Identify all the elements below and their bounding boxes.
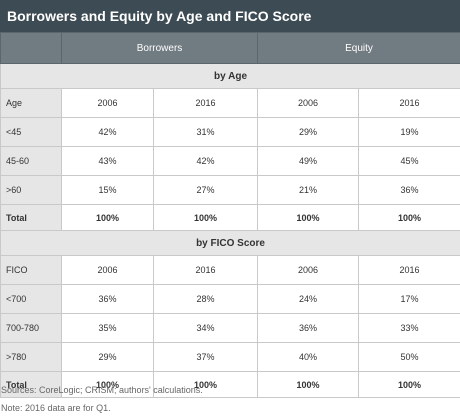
row-label: <45 — [0, 117, 62, 147]
total-cell: 100% — [358, 204, 460, 231]
total-cell: 100% — [152, 204, 259, 231]
table-cell: 36% — [61, 284, 154, 314]
row-label: >60 — [0, 175, 62, 205]
table-cell: 17% — [358, 284, 460, 314]
year-cell: 2016 — [152, 255, 259, 285]
table-cell: 29% — [61, 342, 154, 372]
total-cell: 100% — [257, 371, 360, 398]
section-title-fico: by FICO Score — [0, 230, 460, 256]
total-cell: 100% — [61, 371, 154, 398]
total-cell: 100% — [358, 371, 460, 398]
table-cell: 15% — [61, 175, 154, 205]
total-cell: 100% — [61, 204, 154, 231]
sources-note: Sources: CoreLogic; CRISM; authors' calc… — [1, 385, 203, 395]
year-cell: 2016 — [152, 88, 259, 118]
table-title: Borrowers and Equity by Age and FICO Sco… — [0, 0, 460, 32]
table-row: 700-780 35% 34% 36% 33% — [0, 313, 460, 343]
year-row-fico: FICO 2006 2016 2006 2016 — [0, 255, 460, 285]
table-row: >60 15% 27% 21% 36% — [0, 175, 460, 205]
blank-header-cell — [0, 32, 62, 64]
row-label: >780 — [0, 342, 62, 372]
table-cell: 35% — [61, 313, 154, 343]
total-cell: 100% — [257, 204, 360, 231]
table-cell: 29% — [257, 117, 360, 147]
section-header-age: by Age — [0, 63, 460, 89]
data-note: Note: 2016 data are for Q1. — [1, 403, 111, 413]
table-row: <45 42% 31% 29% 19% — [0, 117, 460, 147]
table-row: 45-60 43% 42% 49% 45% — [0, 146, 460, 176]
section-title-age: by Age — [0, 63, 460, 89]
data-table: Borrowers Equity by Age Age 2006 2016 20… — [0, 32, 460, 398]
table-cell: 21% — [257, 175, 360, 205]
year-cell: 2006 — [61, 88, 154, 118]
year-row-age: Age 2006 2016 2006 2016 — [0, 88, 460, 118]
year-cell: 2006 — [61, 255, 154, 285]
total-cell: 100% — [152, 371, 259, 398]
total-row-fico: Total 100% 100% 100% 100% — [0, 371, 460, 398]
group-header-row: Borrowers Equity — [0, 32, 460, 64]
table-row: <700 36% 28% 24% 17% — [0, 284, 460, 314]
row-label: Age — [0, 88, 62, 118]
equity-header: Equity — [257, 32, 460, 64]
table-cell: 50% — [358, 342, 460, 372]
table-cell: 43% — [61, 146, 154, 176]
table-cell: 19% — [358, 117, 460, 147]
table-cell: 36% — [358, 175, 460, 205]
table-cell: 33% — [358, 313, 460, 343]
table-cell: 40% — [257, 342, 360, 372]
table-cell: 34% — [152, 313, 259, 343]
table-cell: 37% — [152, 342, 259, 372]
table-cell: 24% — [257, 284, 360, 314]
year-cell: 2016 — [358, 88, 460, 118]
row-label: Total — [0, 204, 62, 231]
table-cell: 27% — [152, 175, 259, 205]
table-cell: 36% — [257, 313, 360, 343]
year-cell: 2016 — [358, 255, 460, 285]
row-label: 700-780 — [0, 313, 62, 343]
section-header-fico: by FICO Score — [0, 230, 460, 256]
row-label: 45-60 — [0, 146, 62, 176]
row-label: <700 — [0, 284, 62, 314]
table-row: >780 29% 37% 40% 50% — [0, 342, 460, 372]
total-row-age: Total 100% 100% 100% 100% — [0, 204, 460, 231]
table-cell: 45% — [358, 146, 460, 176]
row-label: Total — [0, 371, 62, 398]
year-cell: 2006 — [257, 88, 360, 118]
table-cell: 42% — [61, 117, 154, 147]
row-label: FICO — [0, 255, 62, 285]
borrowers-header: Borrowers — [60, 32, 259, 64]
table-cell: 28% — [152, 284, 259, 314]
table-cell: 42% — [152, 146, 259, 176]
table-cell: 49% — [257, 146, 360, 176]
year-cell: 2006 — [257, 255, 360, 285]
table-cell: 31% — [152, 117, 259, 147]
